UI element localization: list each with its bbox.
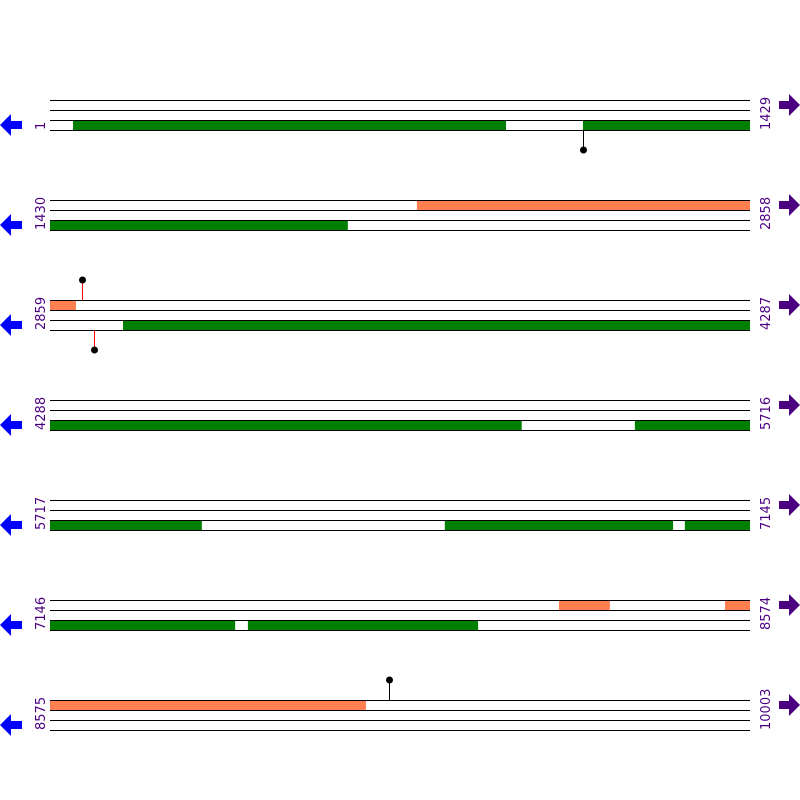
forward-feature	[416, 200, 750, 210]
marker-head	[386, 676, 393, 684]
start-position-label: 2859	[34, 297, 49, 330]
map-row: 7146 8574	[0, 594, 800, 636]
arrow-right-icon	[779, 194, 800, 216]
end-position-label: 5716	[759, 397, 774, 430]
reverse-feature	[444, 520, 674, 530]
arrow-right-icon	[779, 394, 800, 416]
arrow-right-icon	[779, 694, 800, 716]
arrow-right-icon	[779, 494, 800, 516]
arrow-right-icon	[779, 594, 800, 616]
end-position-label: 8574	[759, 597, 774, 630]
marker-head	[580, 146, 587, 154]
map-row: 1430 2858	[0, 194, 800, 236]
reverse-feature	[684, 520, 750, 530]
forward-feature	[50, 700, 366, 710]
map-row: 2859 4287	[0, 276, 800, 354]
marker-head	[91, 346, 98, 354]
map-row: 5717 7145	[0, 494, 800, 536]
end-position-label: 2858	[759, 197, 774, 230]
end-position-label: 1429	[759, 97, 774, 130]
map-row: 1 1429	[0, 94, 800, 154]
forward-feature	[725, 600, 750, 610]
map-row: 4288 5716	[0, 394, 800, 436]
start-position-label: 4288	[34, 397, 49, 430]
start-position-label: 5717	[34, 497, 49, 530]
map-row: 8575 10003	[0, 676, 800, 736]
reverse-feature	[247, 620, 479, 630]
reverse-feature	[50, 220, 348, 230]
reverse-feature	[122, 320, 751, 330]
end-position-label: 10003	[759, 689, 774, 730]
start-position-label: 7146	[34, 597, 49, 630]
arrow-right-icon	[779, 94, 800, 116]
arrow-left-icon	[0, 414, 22, 436]
reverse-feature	[634, 420, 750, 430]
end-position-label: 4287	[759, 297, 774, 330]
arrow-left-icon	[0, 214, 22, 236]
forward-feature	[50, 300, 76, 310]
arrow-left-icon	[0, 514, 22, 536]
start-position-label: 1430	[34, 197, 49, 230]
reverse-feature	[50, 620, 236, 630]
reverse-feature	[582, 120, 750, 130]
arrow-left-icon	[0, 314, 22, 336]
reverse-feature	[50, 520, 202, 530]
reverse-feature	[73, 120, 507, 130]
reverse-feature	[50, 420, 522, 430]
start-position-label: 8575	[34, 697, 49, 730]
start-position-label: 1	[34, 122, 49, 130]
arrow-left-icon	[0, 714, 22, 736]
arrow-right-icon	[779, 294, 800, 316]
marker-head	[79, 276, 86, 284]
arrow-left-icon	[0, 114, 22, 136]
forward-feature	[558, 600, 610, 610]
end-position-label: 7145	[759, 497, 774, 530]
arrow-left-icon	[0, 614, 22, 636]
